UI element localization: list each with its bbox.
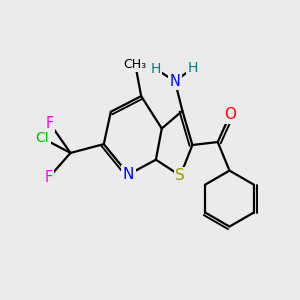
Text: N: N (123, 167, 134, 182)
Text: S: S (176, 168, 185, 183)
Text: N: N (169, 74, 181, 89)
Text: F: F (46, 116, 54, 131)
Text: O: O (224, 107, 236, 122)
Text: H: H (151, 62, 161, 76)
Text: F: F (44, 170, 52, 185)
Text: H: H (188, 61, 198, 75)
Text: Cl: Cl (36, 131, 49, 145)
Text: CH₃: CH₃ (124, 58, 147, 71)
